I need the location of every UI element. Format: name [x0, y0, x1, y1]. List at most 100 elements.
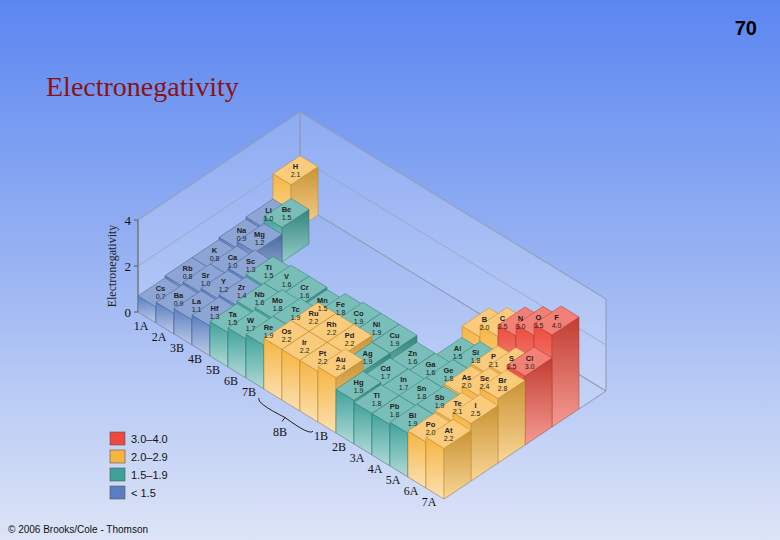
element-symbol: As	[462, 373, 472, 382]
data-label: 0.7	[156, 293, 166, 300]
element-symbol: At	[445, 426, 453, 435]
tick-label: 0	[125, 305, 132, 320]
element-symbol: K	[212, 246, 218, 255]
category-label: 7B	[242, 385, 256, 399]
data-label: 0.8	[183, 273, 193, 280]
data-label: 1.9	[354, 387, 364, 394]
bars	[138, 156, 579, 499]
legend: 3.0–4.02.0–2.91.5–1.9< 1.5	[110, 432, 168, 499]
element-symbol: Sn	[417, 384, 427, 393]
element-symbol: Cr	[300, 283, 308, 292]
element-symbol: P	[491, 352, 496, 361]
category-label: 6A	[404, 484, 419, 498]
element-symbol: Zn	[408, 349, 418, 358]
bar-side	[552, 317, 579, 427]
legend-swatch	[110, 432, 125, 445]
element-symbol: Cs	[156, 284, 166, 293]
data-label: 1.5	[282, 214, 292, 221]
element-symbol: Co	[354, 309, 364, 318]
element-symbol: Ag	[363, 349, 373, 358]
element-symbol: Sr	[202, 271, 210, 280]
element-symbol: Ba	[174, 291, 184, 300]
bar-top	[282, 331, 327, 360]
element-symbol: Ca	[228, 253, 238, 262]
chart: 70Electronegativity© 2006 Brooks/Cole - …	[0, 0, 780, 540]
category-label: 3B	[170, 341, 184, 355]
data-label: 1.5	[228, 319, 238, 326]
data-label: 2.0	[426, 429, 436, 436]
bar-side	[444, 430, 471, 499]
data-label: 1.9	[354, 318, 364, 325]
data-label: 2.0	[462, 382, 472, 389]
data-label: 2.5	[507, 363, 517, 370]
element-symbol: Tl	[373, 391, 380, 400]
element-symbol: Se	[480, 374, 489, 383]
bar-top	[264, 320, 309, 349]
data-label: 1.8	[390, 411, 400, 418]
category-label: 6B	[224, 374, 238, 388]
tick-mark	[134, 220, 138, 221]
data-label: 2.1	[489, 361, 499, 368]
data-label: 2.4	[336, 364, 346, 371]
element-symbol: Cu	[390, 331, 400, 340]
bar-front	[318, 367, 336, 433]
data-label: 1.6	[426, 369, 436, 376]
data-label: 0.8	[210, 255, 220, 262]
element-symbol: V	[284, 272, 289, 281]
data-label: 2.2	[318, 358, 328, 365]
bar-side	[471, 406, 498, 482]
bar-top	[273, 156, 318, 185]
element-symbol: Pt	[319, 349, 327, 358]
element-symbol: B	[482, 315, 488, 324]
legend-swatch	[110, 468, 125, 481]
element-symbol: I	[474, 401, 476, 410]
tick-mark	[134, 266, 138, 267]
bar-top	[480, 370, 525, 399]
data-label: 0.9	[237, 235, 247, 242]
bar-top	[534, 306, 579, 335]
data-label: 1.3	[246, 266, 256, 273]
legend-label: 2.0–2.9	[131, 451, 168, 463]
data-label: 1.2	[219, 286, 229, 293]
element-symbol: Br	[498, 376, 506, 385]
data-label: 1.8	[336, 309, 346, 316]
bar-top	[336, 371, 381, 400]
element-symbol: Ge	[443, 366, 453, 375]
element-symbol: Ga	[425, 360, 436, 369]
data-label: 1.6	[255, 299, 265, 306]
bar-top	[237, 223, 282, 252]
data-label: 1.1	[192, 306, 202, 313]
legend-label: 1.5–1.9	[131, 469, 168, 481]
element-symbol: Al	[454, 344, 462, 353]
legend-label: 3.0–4.0	[131, 433, 168, 445]
element-symbol: Sb	[435, 393, 445, 402]
data-label: 1.6	[282, 281, 292, 288]
data-label: 3.0	[516, 323, 526, 330]
data-label: 1.9	[390, 340, 400, 347]
tick-mark	[134, 312, 138, 313]
data-label: 1.9	[408, 420, 418, 427]
data-label: 2.1	[453, 408, 463, 415]
bar-top	[426, 419, 471, 448]
data-label: 1.7	[381, 373, 391, 380]
element-symbol: Os	[281, 327, 291, 336]
element-symbol: Fe	[336, 300, 345, 309]
element-symbol: Po	[426, 420, 436, 429]
legend-swatch	[110, 450, 125, 463]
element-symbol: Ni	[373, 320, 381, 329]
element-symbol: Pd	[345, 331, 355, 340]
element-symbol: Ir	[302, 338, 307, 347]
data-label: 1.2	[255, 239, 265, 246]
page-number: 70	[735, 17, 757, 39]
data-label: 2.2	[309, 318, 319, 325]
data-label: 4.0	[552, 322, 562, 329]
floor	[138, 204, 606, 499]
data-label: 1.8	[273, 305, 283, 312]
data-label: 2.2	[327, 329, 337, 336]
element-symbol: Ru	[309, 309, 319, 318]
element-symbol: Rb	[183, 264, 193, 273]
data-labels: H2.1Li1.0Be1.5Na0.9Mg1.2K0.8Ca1.0Rb0.8Sc…	[156, 162, 562, 442]
data-label: 1.0	[201, 280, 211, 287]
data-label: 1.0	[228, 262, 238, 269]
element-symbol: Y	[221, 277, 226, 286]
